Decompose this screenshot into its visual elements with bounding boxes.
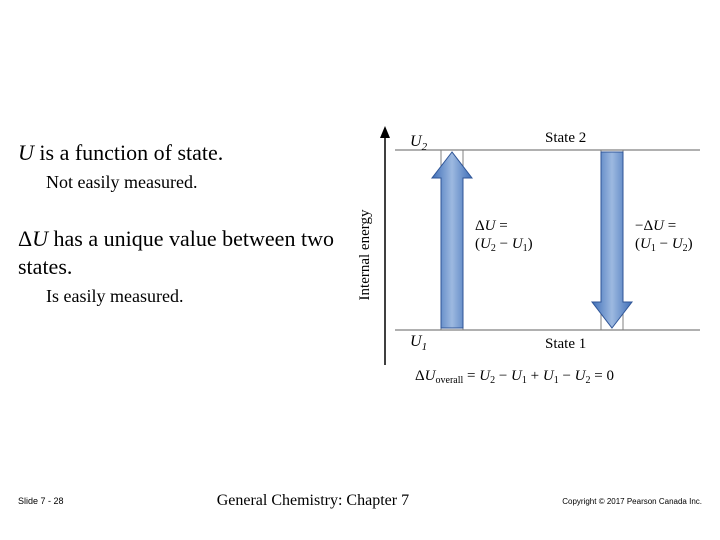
up-arrow (432, 150, 472, 330)
y-axis-label: Internal energy (357, 209, 373, 300)
statement-1-sub: Not easily measured. (46, 172, 348, 193)
u-symbol-2: U (32, 226, 48, 251)
statement-1-rest: is a function of state. (34, 140, 223, 165)
down-arrow (592, 150, 632, 330)
y-axis-arrowhead (380, 126, 390, 138)
delta-u-eq: ΔU = (U2 − U1) (475, 218, 533, 254)
statement-1: U is a function of state. (18, 140, 348, 166)
u1-label: U1 (410, 333, 427, 353)
overall-eq: ΔUoverall = U2 − U1 + U1 − U2 = 0 (415, 368, 614, 386)
footer: Slide 7 - 28 General Chemistry: Chapter … (0, 492, 720, 510)
u-symbol: U (18, 140, 34, 165)
statement-2-rest: has a unique value between two states. (18, 226, 334, 279)
state1-label: State 1 (545, 336, 586, 352)
slide-number: Slide 7 - 28 (18, 496, 64, 506)
neg-delta-u-eq: −ΔU = (U1 − U2) (635, 218, 693, 254)
delta-symbol: Δ (18, 226, 32, 251)
statement-2-sub: Is easily measured. (46, 286, 348, 307)
energy-diagram: Internal energy State 2 State 1 U2 U1 ΔU… (355, 120, 705, 400)
text-content: U is a function of state. Not easily mea… (18, 140, 348, 307)
copyright: Copyright © 2017 Pearson Canada Inc. (562, 497, 702, 506)
footer-title: General Chemistry: Chapter 7 (217, 492, 409, 510)
state2-label: State 2 (545, 130, 586, 146)
statement-2: ΔU has a unique value between two states… (18, 225, 348, 280)
diagram-svg: Internal energy State 2 State 1 U2 U1 ΔU… (355, 120, 705, 400)
